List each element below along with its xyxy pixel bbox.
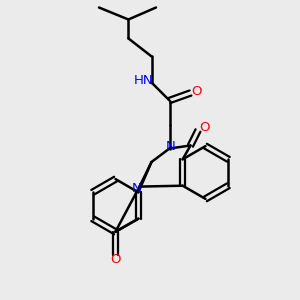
Text: O: O	[191, 85, 202, 98]
Text: O: O	[110, 253, 121, 266]
Text: HN: HN	[134, 74, 154, 88]
Text: N: N	[132, 182, 142, 195]
Text: N: N	[166, 140, 176, 153]
Text: O: O	[199, 121, 209, 134]
